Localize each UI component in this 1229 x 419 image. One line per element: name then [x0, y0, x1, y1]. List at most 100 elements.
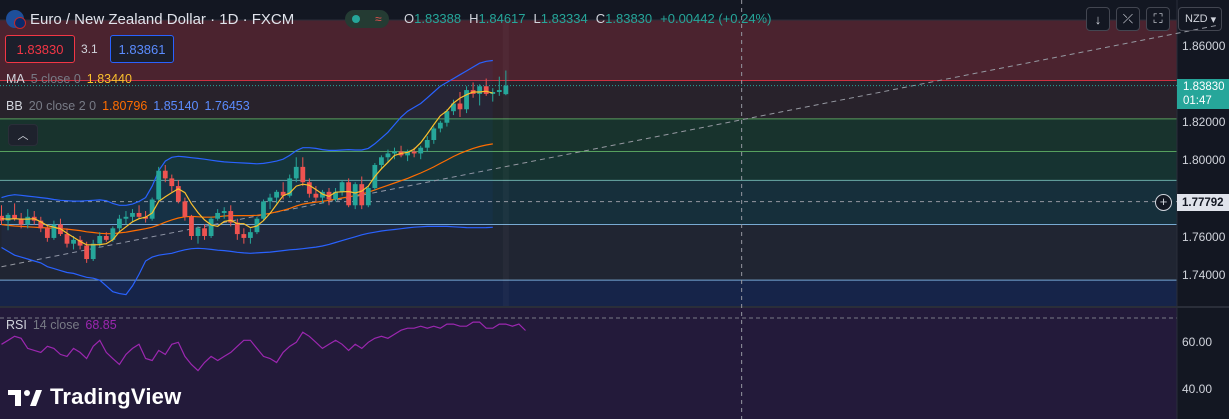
- candle-body: [84, 245, 90, 260]
- candle-body: [411, 151, 417, 154]
- rsi-line: [1, 321, 526, 372]
- crosshair-price-label: 1.77792: [1177, 194, 1229, 211]
- rsi-value: 68.85: [85, 318, 117, 332]
- wave-icon: ≈: [375, 12, 382, 26]
- candle-body: [496, 90, 502, 92]
- candle-body: [123, 216, 129, 219]
- candle-body: [169, 178, 175, 187]
- chevron-down-icon: ▾: [1210, 13, 1217, 26]
- candle-body: [365, 188, 371, 206]
- bb-basis-value: 1.80796: [102, 99, 148, 113]
- candle-body: [326, 191, 332, 200]
- candle-body: [287, 178, 293, 196]
- candle-body: [405, 151, 410, 156]
- candle-body: [274, 191, 279, 198]
- candle-body: [149, 199, 155, 219]
- candle-body: [228, 211, 234, 223]
- tradingview-logo[interactable]: TradingView: [8, 384, 181, 410]
- candle-body: [379, 157, 384, 165]
- price-tick: 1.76000: [1182, 230, 1226, 244]
- candle-body: [182, 201, 188, 217]
- candle-body: [64, 234, 70, 244]
- candle-body: [77, 239, 83, 246]
- candle-body: [208, 218, 214, 236]
- candle-body: [51, 224, 57, 238]
- add-alert-plus-icon[interactable]: +: [1155, 194, 1172, 211]
- sell-button[interactable]: 1.83830: [5, 35, 75, 63]
- candle-body: [241, 234, 247, 238]
- candle-body: [12, 214, 17, 219]
- candle-body: [136, 212, 142, 217]
- currency-flag-icon: [6, 10, 26, 29]
- candle-body: [437, 122, 443, 129]
- rsi-legend[interactable]: RSI 14 close 68.85: [6, 318, 117, 332]
- last-price-value: 1.83830: [1183, 81, 1225, 93]
- rsi-params: 14 close: [32, 318, 80, 332]
- candle-body: [44, 228, 50, 238]
- candle-body: [457, 103, 463, 110]
- candle-body: [175, 186, 181, 202]
- rsi-tick: 40.00: [1182, 382, 1213, 396]
- currency-select[interactable]: NZD ▾: [1178, 7, 1222, 31]
- bar-countdown: 01:47: [1183, 95, 1212, 107]
- symbol-title[interactable]: Euro / New Zealand Dollar · 1D · FXCM: [6, 9, 294, 29]
- candle-body: [195, 228, 201, 236]
- current-bar-highlight: [503, 20, 509, 306]
- collapse-icon: ⤫: [1122, 11, 1134, 26]
- candle-body: [418, 147, 424, 154]
- price-zone: [0, 280, 1177, 306]
- buy-button[interactable]: 1.83861: [110, 35, 174, 63]
- candle-body: [293, 166, 299, 179]
- bb-lower-value: 1.76453: [204, 99, 250, 113]
- candle-body: [477, 86, 483, 94]
- ohlc-low: L1.83334: [533, 11, 588, 26]
- candle-body: [162, 170, 168, 179]
- candle-body: [110, 228, 116, 240]
- ma-line: [1, 90, 493, 246]
- candle-body: [189, 216, 194, 236]
- candle-body: [18, 218, 24, 225]
- bb-upper-value: 1.85140: [153, 99, 199, 113]
- ohlc-open: O1.83388: [404, 11, 462, 26]
- price-zone: [0, 20, 1177, 81]
- bb-params: 20 close 2 0: [28, 99, 97, 113]
- candle-body: [306, 182, 312, 194]
- candle-body: [5, 214, 11, 221]
- market-status-badge[interactable]: ≈: [345, 10, 389, 28]
- collapse-pane-button[interactable]: ⤫: [1116, 7, 1140, 31]
- arrow-down-icon: ↓: [1094, 11, 1102, 27]
- bb-legend[interactable]: BB 20 close 2 0 1.80796 1.85140 1.76453: [6, 99, 250, 113]
- scroll-down-button[interactable]: ↓: [1086, 7, 1110, 31]
- ma-legend[interactable]: MA 5 close 0 1.83440: [6, 72, 132, 86]
- currency-label: NZD: [1185, 13, 1208, 25]
- tradingview-logo-icon: [8, 390, 42, 406]
- candle-body: [248, 232, 253, 238]
- candle-body: [313, 193, 319, 198]
- candle-body: [451, 103, 456, 112]
- bb-basis-line: [1, 143, 493, 235]
- candle-body: [234, 222, 240, 235]
- candle-body: [346, 182, 352, 206]
- ohlc-high: H1.84617: [469, 11, 526, 26]
- candle-body: [424, 140, 430, 148]
- price-tick: 1.74000: [1182, 268, 1226, 282]
- bb-upper-line: [1, 59, 493, 206]
- candle-body: [483, 86, 489, 94]
- candle-body: [90, 243, 96, 260]
- ma-params: 5 close 0: [30, 72, 81, 86]
- candle-body: [215, 212, 221, 219]
- brand-name: TradingView: [50, 384, 182, 409]
- candle-body: [202, 228, 207, 236]
- bb-fill: [1, 60, 493, 295]
- candle-body: [464, 90, 469, 110]
- bb-name: BB: [6, 99, 23, 113]
- candle-body: [38, 220, 44, 229]
- ohlc-readout: O1.83388 H1.84617 L1.83334 C1.83830 +0.0…: [404, 11, 771, 26]
- candle-body: [352, 184, 358, 206]
- ohlc-change: +0.00442 (+0.24%): [660, 11, 772, 26]
- maximize-pane-button[interactable]: ⛶: [1146, 7, 1170, 31]
- rsi-pane-background: [0, 308, 1177, 419]
- collapse-legend-button[interactable]: ︿: [8, 124, 38, 146]
